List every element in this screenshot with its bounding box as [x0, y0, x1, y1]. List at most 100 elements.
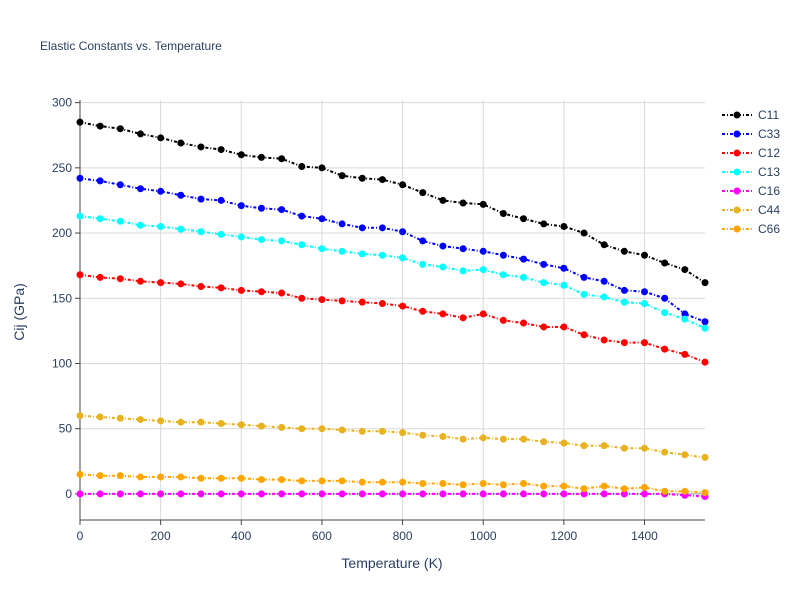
data-point: [580, 229, 588, 237]
data-point: [378, 427, 386, 435]
data-point: [318, 215, 326, 223]
data-point: [620, 247, 628, 255]
data-point: [600, 277, 608, 285]
legend-item-c44[interactable]: C44: [722, 203, 780, 217]
data-point: [520, 273, 528, 281]
data-point: [177, 191, 185, 199]
series-c13: [76, 212, 709, 332]
data-point: [459, 245, 467, 253]
data-point: [399, 490, 407, 498]
data-point: [520, 215, 528, 223]
data-point: [641, 444, 649, 452]
data-point: [439, 263, 447, 271]
data-point: [620, 298, 628, 306]
data-point: [399, 181, 407, 189]
data-point: [378, 176, 386, 184]
data-point: [358, 427, 366, 435]
legend-item-c16[interactable]: C16: [722, 184, 780, 198]
legend-item-c11[interactable]: C11: [722, 108, 779, 122]
data-point: [237, 474, 245, 482]
legend-swatch-marker: [733, 206, 741, 214]
data-point: [157, 417, 165, 425]
data-point: [520, 319, 528, 327]
data-point: [701, 324, 709, 332]
data-point: [217, 230, 225, 238]
data-point: [560, 439, 568, 447]
data-point: [419, 307, 427, 315]
data-point: [338, 477, 346, 485]
data-point: [237, 421, 245, 429]
data-point: [661, 309, 669, 317]
x-tick-label: 600: [312, 529, 332, 543]
series-group: [76, 118, 709, 501]
data-point: [358, 478, 366, 486]
data-point: [540, 438, 548, 446]
data-point: [136, 185, 144, 193]
y-tick-label: 50: [59, 422, 73, 436]
data-point: [419, 237, 427, 245]
data-point: [76, 174, 84, 182]
data-point: [499, 271, 507, 279]
data-point: [257, 236, 265, 244]
legend-item-c13[interactable]: C13: [722, 165, 780, 179]
series-c16: [76, 490, 709, 501]
data-point: [136, 416, 144, 424]
data-point: [681, 310, 689, 318]
data-point: [318, 425, 326, 433]
data-point: [580, 331, 588, 339]
data-point: [237, 490, 245, 498]
legend-item-c33[interactable]: C33: [722, 127, 780, 141]
data-point: [378, 478, 386, 486]
data-point: [620, 339, 628, 347]
data-point: [540, 260, 548, 268]
data-point: [157, 187, 165, 195]
data-point: [217, 474, 225, 482]
data-point: [479, 200, 487, 208]
data-point: [136, 490, 144, 498]
legend[interactable]: C11 C33 C12 C13 C16 C44 C66: [722, 108, 780, 236]
data-point: [76, 412, 84, 420]
data-point: [479, 434, 487, 442]
data-point: [459, 490, 467, 498]
data-point: [257, 153, 265, 161]
data-point: [378, 224, 386, 232]
data-point: [96, 215, 104, 223]
data-point: [217, 146, 225, 154]
data-point: [479, 490, 487, 498]
data-point: [641, 490, 649, 498]
data-point: [177, 490, 185, 498]
data-point: [358, 298, 366, 306]
data-point: [580, 442, 588, 450]
data-point: [217, 490, 225, 498]
y-tick-label: 300: [52, 96, 72, 110]
data-point: [96, 122, 104, 130]
data-point: [177, 418, 185, 426]
data-point: [520, 490, 528, 498]
y-tick-label: 150: [52, 291, 72, 305]
data-point: [419, 479, 427, 487]
data-point: [278, 237, 286, 245]
data-point: [560, 223, 568, 231]
data-point: [76, 212, 84, 220]
data-point: [459, 199, 467, 207]
data-point: [499, 490, 507, 498]
data-point: [116, 490, 124, 498]
data-point: [358, 174, 366, 182]
data-point: [257, 288, 265, 296]
legend-swatch-marker: [733, 130, 741, 138]
data-point: [701, 279, 709, 287]
data-point: [701, 453, 709, 461]
legend-item-c12[interactable]: C12: [722, 146, 780, 160]
legend-item-c66[interactable]: C66: [722, 222, 780, 236]
data-point: [439, 433, 447, 441]
data-point: [96, 273, 104, 281]
data-point: [560, 281, 568, 289]
x-tick-label: 1000: [470, 529, 497, 543]
data-point: [560, 264, 568, 272]
data-point: [600, 336, 608, 344]
data-point: [298, 294, 306, 302]
data-point: [278, 423, 286, 431]
data-point: [661, 294, 669, 302]
data-point: [358, 250, 366, 258]
